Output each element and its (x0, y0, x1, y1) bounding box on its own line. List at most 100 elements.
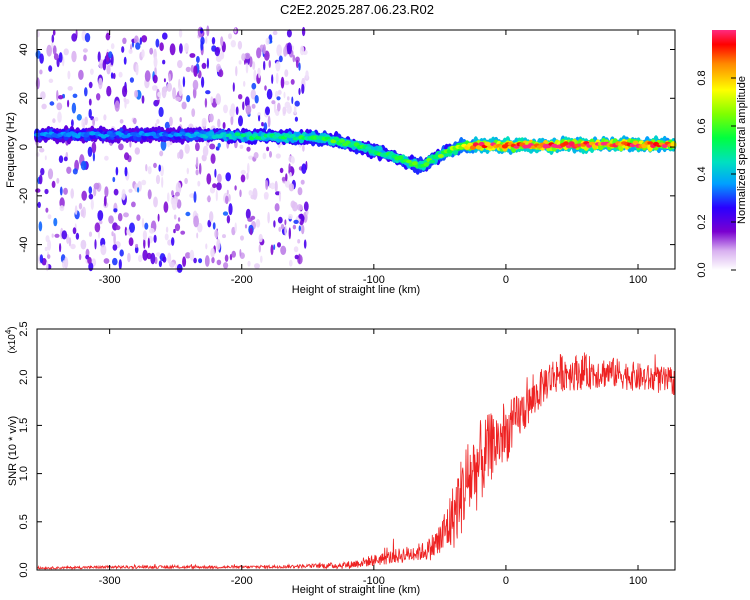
spectrogram-noise-cell (103, 258, 110, 264)
spectrogram-noise-cell (251, 82, 257, 90)
spectrogram-noise-cell (235, 65, 238, 77)
spectrogram-noise-cell (168, 73, 171, 82)
spectrogram-noise-cell (245, 62, 249, 74)
spectrogram-ridge-cell (246, 132, 253, 137)
spectrogram-noise-cell (226, 215, 231, 224)
spectrogram-noise-cell (262, 152, 267, 160)
spectrogram-noise-cell (93, 187, 97, 197)
snr-x-ticks: -300 -200 -100 0 100 (99, 329, 647, 587)
spectrogram-noise-cell (223, 262, 229, 269)
spectrogram-noise-cell (250, 194, 256, 200)
spectrogram-noise-cell (44, 188, 49, 195)
spectrogram-noise-cell (196, 56, 200, 63)
spectrogram-ridge-cell (333, 136, 340, 141)
spectrogram-noise-cell (118, 143, 124, 151)
spectrogram-ridge-cell (365, 146, 372, 151)
spectrogram-noise-cell (216, 182, 222, 191)
spectrogram-noise-cell (106, 85, 112, 97)
spectrogram-noise-cell (258, 233, 263, 243)
spectrogram-noise-cell (121, 188, 126, 201)
spectrogram-noise-cell (44, 246, 48, 252)
spectrogram-noise-cell (193, 215, 200, 228)
spectrogram-noise-cell (164, 121, 170, 129)
spectrogram-noise-cell (162, 32, 168, 40)
spectrogram-noise-cell (93, 182, 100, 190)
snr-multiplier: (x104) (4, 326, 18, 353)
spectrogram-noise-cell (288, 163, 291, 173)
spectrogram-noise-cell (258, 115, 261, 122)
spectrogram-noise-cell (84, 87, 88, 97)
spectrogram-noise-cell (294, 116, 298, 122)
spectrogram-noise-cell (273, 101, 276, 114)
spectrogram-noise-cell (88, 186, 93, 195)
spectrogram-noise-cell (299, 45, 305, 56)
spectrogram-noise-cell (184, 143, 190, 154)
spectrogram-ridge-cell (397, 155, 404, 160)
spectrogram-noise-cell (297, 187, 303, 196)
spectrogram-noise-cell (52, 45, 57, 56)
spectrogram-noise-cell (72, 168, 78, 175)
spectrogram-noise-cell (247, 162, 250, 174)
spectrogram-noise-cell (215, 93, 221, 105)
spectrogram-noise-cell (124, 152, 130, 161)
spectrogram-noise-cell (63, 48, 69, 56)
spectrogram-y-tick-label: 20 (18, 92, 30, 104)
spectrogram-noise-cell (243, 80, 246, 87)
spectrogram-noise-cell (184, 42, 189, 53)
spectrogram-noise-cell (216, 259, 222, 266)
spectrogram-noise-cell (45, 207, 49, 213)
spectrogram-noise-cell (115, 166, 119, 176)
spectrogram-noise-cell (240, 235, 244, 241)
spectrogram-noise-cell (98, 220, 103, 225)
spectrogram-noise-cell (230, 40, 236, 48)
spectrogram-noise-cell (40, 167, 45, 176)
spectrogram-noise-cell (129, 77, 134, 83)
spectrogram-ridge-cell (429, 159, 436, 164)
spectrogram-noise-cell (245, 208, 251, 220)
spectrogram-noise-cell (59, 243, 62, 253)
spectrogram-noise-cell (162, 256, 167, 263)
spectrogram-noise (34, 25, 310, 273)
spectrogram-noise-cell (162, 59, 166, 65)
spectrogram-noise-cell (137, 187, 140, 193)
spectrogram-noise-cell (149, 47, 154, 55)
spectrogram-ridge-cell (339, 139, 346, 143)
spectrogram-noise-cell (186, 95, 191, 103)
snr-x-tick-label: 100 (629, 575, 647, 587)
spectrogram-noise-cell (39, 254, 44, 264)
spectrogram-noise-cell (115, 225, 121, 231)
spectrogram-noise-cell (70, 188, 74, 199)
spectrogram-noise-cell (253, 152, 259, 159)
spectrogram-noise-cell (192, 87, 197, 99)
spectrogram-noise-cell (48, 65, 53, 72)
spectrogram-noise-cell (206, 173, 212, 185)
spectrogram-noise-cell (228, 203, 233, 216)
spectrogram-noise-cell (103, 195, 107, 207)
spectrogram-noise-cell (152, 74, 158, 84)
spectrogram-noise-cell (87, 146, 93, 157)
spectrogram-noise-cell (248, 155, 254, 160)
spectrogram-noise-cell (185, 66, 191, 73)
spectrogram-noise-cell (276, 96, 281, 101)
spectrogram-noise-cell (178, 149, 184, 160)
colorbar-tick-label: 0.0 (696, 262, 708, 277)
spectrogram-noise-cell (104, 155, 109, 161)
spectrogram-noise-cell (271, 100, 276, 105)
spectrogram-noise-cell (100, 244, 107, 256)
spectrogram-noise-cell (284, 80, 290, 86)
spectrogram-noise-cell (105, 32, 111, 41)
spectrogram-noise-cell (239, 249, 242, 257)
spectrogram-noise-cell (190, 64, 195, 73)
spectrogram-noise-cell (280, 223, 285, 230)
spectrogram-noise-cell (153, 196, 158, 208)
spectrogram-noise-cell (211, 37, 216, 45)
spectrogram-noise-cell (176, 263, 183, 273)
spectrogram-noise-cell (231, 226, 236, 236)
spectrogram-noise-cell (150, 252, 156, 265)
spectrogram-y-tick-label: -40 (18, 237, 30, 253)
spectrogram-noise-cell (88, 81, 93, 89)
spectrogram-noise-cell (234, 185, 237, 191)
spectrogram-noise-cell (159, 150, 164, 157)
spectrogram-noise-cell (39, 147, 45, 153)
spectrogram-noise-cell (265, 37, 270, 45)
